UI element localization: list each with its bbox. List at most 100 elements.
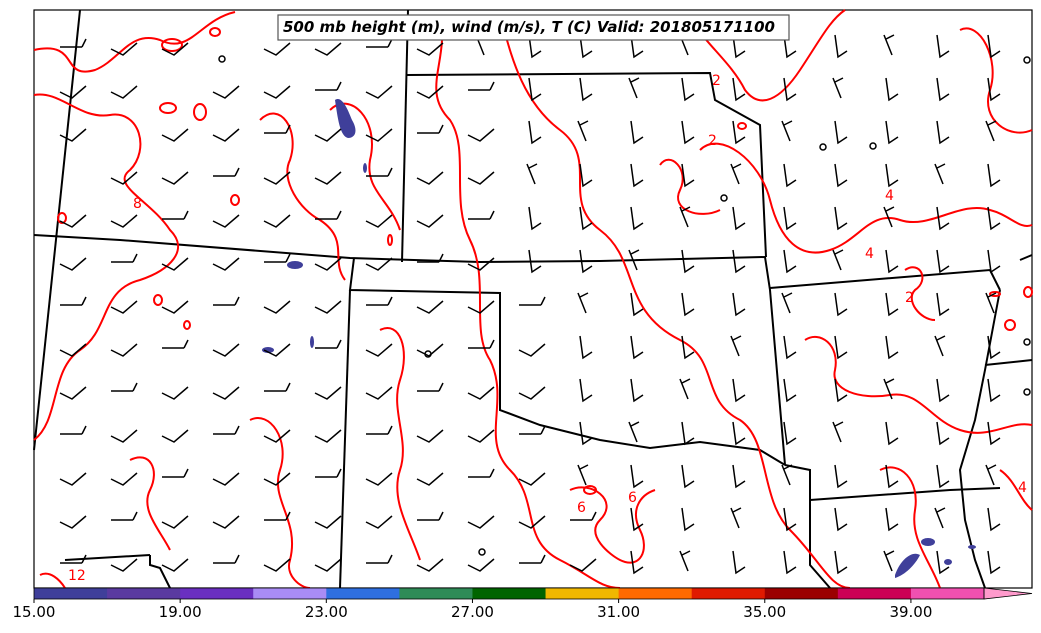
boundary-mexico-border <box>149 555 171 589</box>
wind-barb <box>518 472 546 486</box>
wind-barb <box>936 77 950 102</box>
wind-barb <box>732 120 746 145</box>
wind-barb <box>60 296 87 306</box>
wind-barb <box>212 214 240 228</box>
wind-barb <box>365 214 393 228</box>
wind-barb <box>987 550 1001 575</box>
wind-barb <box>110 558 138 572</box>
wind-barb <box>263 85 291 99</box>
colorbar-tick-label: 23.00 <box>305 603 348 621</box>
wind-barb <box>518 343 546 357</box>
wind-barb <box>628 249 640 271</box>
wind-barb <box>162 339 189 349</box>
wind-barb <box>212 85 240 99</box>
wind-barb <box>569 558 597 572</box>
wind-barb <box>783 77 797 102</box>
wind-barb <box>832 77 844 99</box>
contour-label: 2 <box>708 133 717 149</box>
colorbar-ticks: 15.00 19.00 23.00 27.00 31.00 35.00 39.00 <box>13 599 932 621</box>
boundary-wy-ne <box>401 9 409 263</box>
wind-barb <box>630 378 644 403</box>
wind-barb <box>110 343 138 357</box>
colorbar-tick-label: 31.00 <box>597 603 640 621</box>
contour-label: 4 <box>885 188 894 204</box>
wind-barb <box>467 257 495 271</box>
wind-barb <box>365 515 393 529</box>
wind-barb <box>987 335 1001 360</box>
wind-barb <box>59 257 87 271</box>
wind-barb <box>467 128 495 142</box>
wind-barb <box>883 550 895 572</box>
wind-barb <box>263 300 291 314</box>
wind-barb <box>681 464 695 489</box>
wind-barb <box>730 163 742 185</box>
wind-barb <box>681 249 695 274</box>
colorbar-band <box>764 588 839 599</box>
wind-barb <box>161 128 189 142</box>
wind-barb <box>161 558 189 572</box>
wind-barb <box>834 335 848 360</box>
wind-barb <box>365 257 393 271</box>
wind-barb <box>416 214 444 228</box>
wind-barb <box>110 300 138 314</box>
wind-barb <box>681 292 695 317</box>
boundary-kansas-nebraska <box>406 71 767 258</box>
wind-barb <box>732 464 746 489</box>
wind-barb <box>110 214 138 228</box>
wind-barb <box>416 558 444 572</box>
wind-barb <box>630 507 644 532</box>
contour-label: 8 <box>133 196 142 212</box>
wind-barb <box>883 206 895 228</box>
wind-barb <box>987 77 1001 102</box>
wind-barb <box>732 77 746 102</box>
wind-barb <box>987 378 1001 403</box>
wind-barb <box>936 464 950 489</box>
wind-barb <box>579 421 593 446</box>
colorbar-band <box>34 588 108 599</box>
wind-barb <box>417 124 444 134</box>
wind-barb <box>417 382 444 392</box>
colorbar-band <box>691 588 766 599</box>
wind-barb <box>528 120 542 145</box>
wind-barb <box>630 120 644 145</box>
wind-barb <box>681 77 695 102</box>
wind-barb <box>467 558 495 572</box>
wind-barb <box>161 257 189 271</box>
calm-wind-markers <box>218 55 1031 556</box>
wind-barb <box>110 429 138 443</box>
wind-barb <box>681 335 695 360</box>
wind-barb <box>577 464 589 486</box>
wind-barb <box>681 421 695 446</box>
wind-barb <box>111 511 138 521</box>
wind-barb <box>212 257 240 271</box>
wind-barb <box>213 296 240 306</box>
wind-barb <box>834 464 848 489</box>
wind-barb <box>212 386 240 400</box>
wind-barb <box>570 511 597 521</box>
wind-barb <box>162 210 189 220</box>
wind-barb <box>60 38 87 48</box>
colorbar-tick-label: 27.00 <box>451 603 494 621</box>
wind-barb <box>263 343 291 357</box>
wind-barb <box>630 163 644 188</box>
wind-barb <box>936 550 950 575</box>
wind-barb <box>111 253 138 263</box>
wind-barb <box>985 120 997 142</box>
wind-barb <box>732 421 746 446</box>
wind-barb <box>885 421 899 446</box>
colorbar-tick-label: 15.00 <box>13 603 56 621</box>
wind-barb <box>110 42 138 56</box>
wind-barb <box>630 550 644 575</box>
wind-barb <box>883 34 895 56</box>
colorbar-band <box>910 588 985 599</box>
map-title: 500 mb height (m), wind (m/s), T (C) Val… <box>283 18 775 36</box>
wind-barb <box>834 120 848 145</box>
wind-barb <box>630 34 644 59</box>
state-boundaries <box>33 9 1033 589</box>
wind-barb <box>366 425 393 435</box>
wind-barb <box>60 554 87 564</box>
wind-speed-shading <box>262 99 976 578</box>
wind-barb <box>783 163 797 188</box>
wind-barb <box>577 292 589 314</box>
boundary-tn <box>984 359 1033 366</box>
